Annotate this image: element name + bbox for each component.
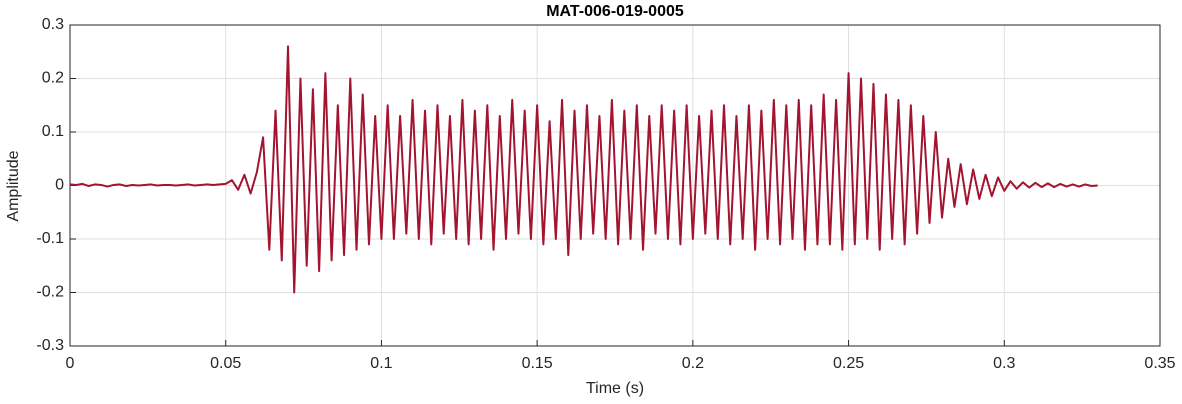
x-tick-label: 0.35: [1144, 355, 1175, 372]
x-axis-label: Time (s): [586, 380, 644, 397]
chart-title: MAT-006-019-0005: [546, 3, 684, 20]
y-axis-label: Amplitude: [5, 150, 22, 221]
x-tick-label: 0.1: [370, 355, 392, 372]
y-tick-label: 0.1: [42, 123, 64, 140]
y-tick-label: -0.2: [36, 284, 64, 301]
x-tick-label: 0.15: [522, 355, 553, 372]
plot-frame: [69, 24, 1161, 347]
waveform-line: [69, 45, 1098, 294]
y-tick-label: -0.3: [36, 337, 64, 354]
x-tick-label: 0: [66, 355, 75, 372]
x-tick-label: 0.05: [210, 355, 241, 372]
y-tick-label: 0.2: [42, 70, 64, 87]
x-tick-label: 0.3: [993, 355, 1015, 372]
x-tick-label: 0.25: [833, 355, 864, 372]
y-tick-label: -0.1: [36, 230, 64, 247]
y-tick-label: 0.3: [42, 16, 64, 33]
x-tick-label: 0.2: [682, 355, 704, 372]
y-tick-label: 0: [55, 177, 64, 194]
